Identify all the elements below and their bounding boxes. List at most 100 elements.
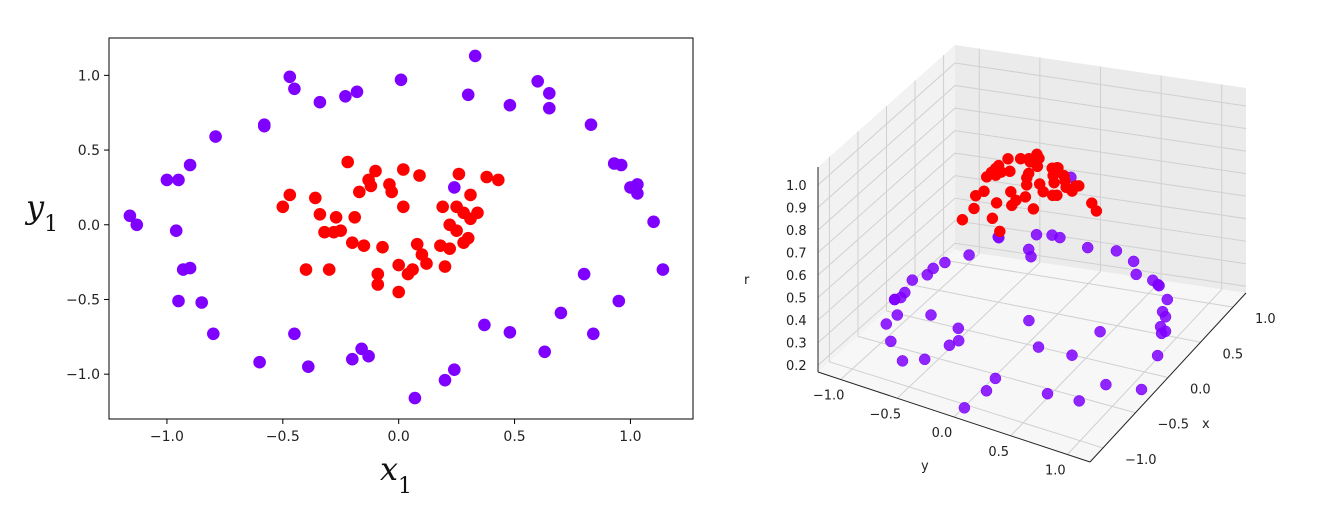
point-2d-inner: [283, 188, 297, 202]
point-2d-outer: [468, 49, 482, 63]
grid-wall-z-left: [817, 85, 956, 208]
point-3d-outer: [1041, 387, 1054, 400]
point-3d-outer: [927, 262, 939, 275]
scatter-points-2d: [123, 49, 670, 405]
point-2d-outer: [209, 130, 222, 143]
grid-wall-z-left: [817, 220, 956, 344]
point-3d-outer: [885, 335, 897, 348]
z-tick-label-3d: 0.5: [786, 292, 807, 307]
point-3d-outer: [1161, 293, 1174, 306]
point-3d-outer: [980, 385, 993, 397]
point-2d-outer: [288, 327, 301, 341]
point-2d-inner: [353, 185, 366, 199]
point-2d-outer: [461, 88, 475, 102]
point-3d-outer: [1032, 341, 1045, 353]
point-2d-inner: [397, 163, 410, 176]
point-3d-inner: [969, 189, 982, 202]
point-2d-inner: [410, 237, 424, 251]
point-2d-outer: [313, 95, 327, 109]
grid-wall-z-left: [817, 62, 956, 186]
point-2d-outer: [207, 327, 220, 341]
point-2d-inner: [369, 164, 382, 178]
y-tick-label-3d: 0.0: [932, 426, 953, 441]
point-2d-inner: [371, 267, 385, 281]
point-3d-inner: [1014, 152, 1027, 165]
z-axis-label-3d: r: [744, 273, 750, 288]
point-3d-inner: [990, 197, 1003, 209]
point-2d-outer: [656, 263, 670, 276]
point-3d-inner: [1027, 203, 1040, 215]
y-tick-label: 0.0: [78, 218, 100, 234]
x-axis-ticks-2d: −1.0 −0.5 0.0 0.5 1.0: [150, 419, 642, 445]
scatter-points-3d: [880, 148, 1174, 414]
point-2d-outer: [283, 70, 297, 84]
grid-wall-z-back: [954, 62, 1247, 107]
point-2d-inner: [438, 260, 452, 273]
point-2d-inner: [464, 188, 477, 202]
point-2d-outer: [478, 318, 491, 332]
point-2d-inner: [276, 200, 290, 214]
x-tick-label-3d: 1.0: [1255, 312, 1276, 327]
point-2d-inner: [480, 170, 494, 184]
point-3d-outer: [895, 291, 907, 304]
grid-wall-z-left: [817, 197, 956, 321]
z-tick-label-3d: 0.9: [786, 202, 807, 217]
point-3d-inner: [1022, 167, 1035, 180]
y-tick-label-3d: 1.0: [1045, 464, 1066, 479]
point-2d-inner: [364, 179, 378, 193]
grid-wall-z-back: [954, 130, 1247, 175]
point-3d-inner: [1090, 205, 1103, 217]
plot-frame-2d: [108, 37, 694, 420]
point-2d-outer: [253, 355, 266, 369]
point-2d-outer: [631, 187, 644, 200]
point-2d-outer: [160, 173, 174, 187]
x-axis-label-3d: x: [1202, 417, 1210, 432]
point-2d-inner: [329, 211, 343, 224]
point-2d-outer: [288, 82, 301, 96]
point-3d-outer: [939, 256, 951, 269]
point-2d-outer: [503, 98, 517, 112]
point-3d-inner: [1004, 165, 1016, 178]
point-3d-inner: [986, 212, 999, 225]
y-tick-label: 1.0: [78, 68, 100, 84]
z-tick-label-3d: 0.7: [786, 247, 807, 262]
y-tick-label: −0.5: [66, 292, 100, 308]
point-3d-outer: [958, 402, 971, 414]
point-3d-outer: [1127, 255, 1140, 268]
point-2d-inner: [299, 263, 313, 276]
point-3d-outer: [880, 318, 893, 330]
point-2d-outer: [647, 215, 660, 229]
point-2d-inner: [334, 224, 348, 237]
x-tick-label-3d: 0.5: [1223, 347, 1244, 362]
y-axis-label-sub: 1: [44, 212, 58, 237]
point-2d-outer: [172, 173, 185, 187]
point-2d-inner: [322, 263, 336, 276]
point-3d-outer: [1130, 268, 1142, 281]
y-tick-label-3d: −1.0: [813, 389, 845, 404]
point-2d-outer: [448, 181, 461, 194]
point-3d-outer: [906, 274, 919, 286]
grid-wall-z-back: [954, 175, 1247, 220]
y-axis-label-3d: y: [921, 459, 929, 474]
grid-wall-z-left: [817, 152, 956, 276]
point-2d-outer: [631, 178, 644, 191]
point-2d-outer: [169, 224, 183, 237]
point-2d-outer: [195, 296, 208, 309]
point-3d-outer: [963, 249, 975, 261]
point-3d-outer: [1073, 395, 1085, 407]
x-tick-label-3d: −0.5: [1158, 418, 1190, 433]
point-2d-inner: [371, 278, 385, 291]
point-2d-inner: [443, 242, 457, 255]
point-3d-inner: [956, 213, 969, 226]
point-2d-outer: [123, 209, 137, 223]
point-2d-inner: [318, 225, 331, 239]
point-3d-outer: [918, 353, 931, 366]
point-3d-outer: [1147, 274, 1159, 287]
y-tick-label: −1.0: [66, 367, 100, 383]
z-tick-label-3d: 0.8: [786, 224, 807, 239]
point-3d-outer: [1159, 311, 1172, 323]
point-3d-outer: [1022, 243, 1035, 256]
point-3d-inner: [1002, 153, 1014, 165]
point-2d-inner: [341, 155, 355, 169]
grid-lines-3d: [817, 48, 1247, 455]
